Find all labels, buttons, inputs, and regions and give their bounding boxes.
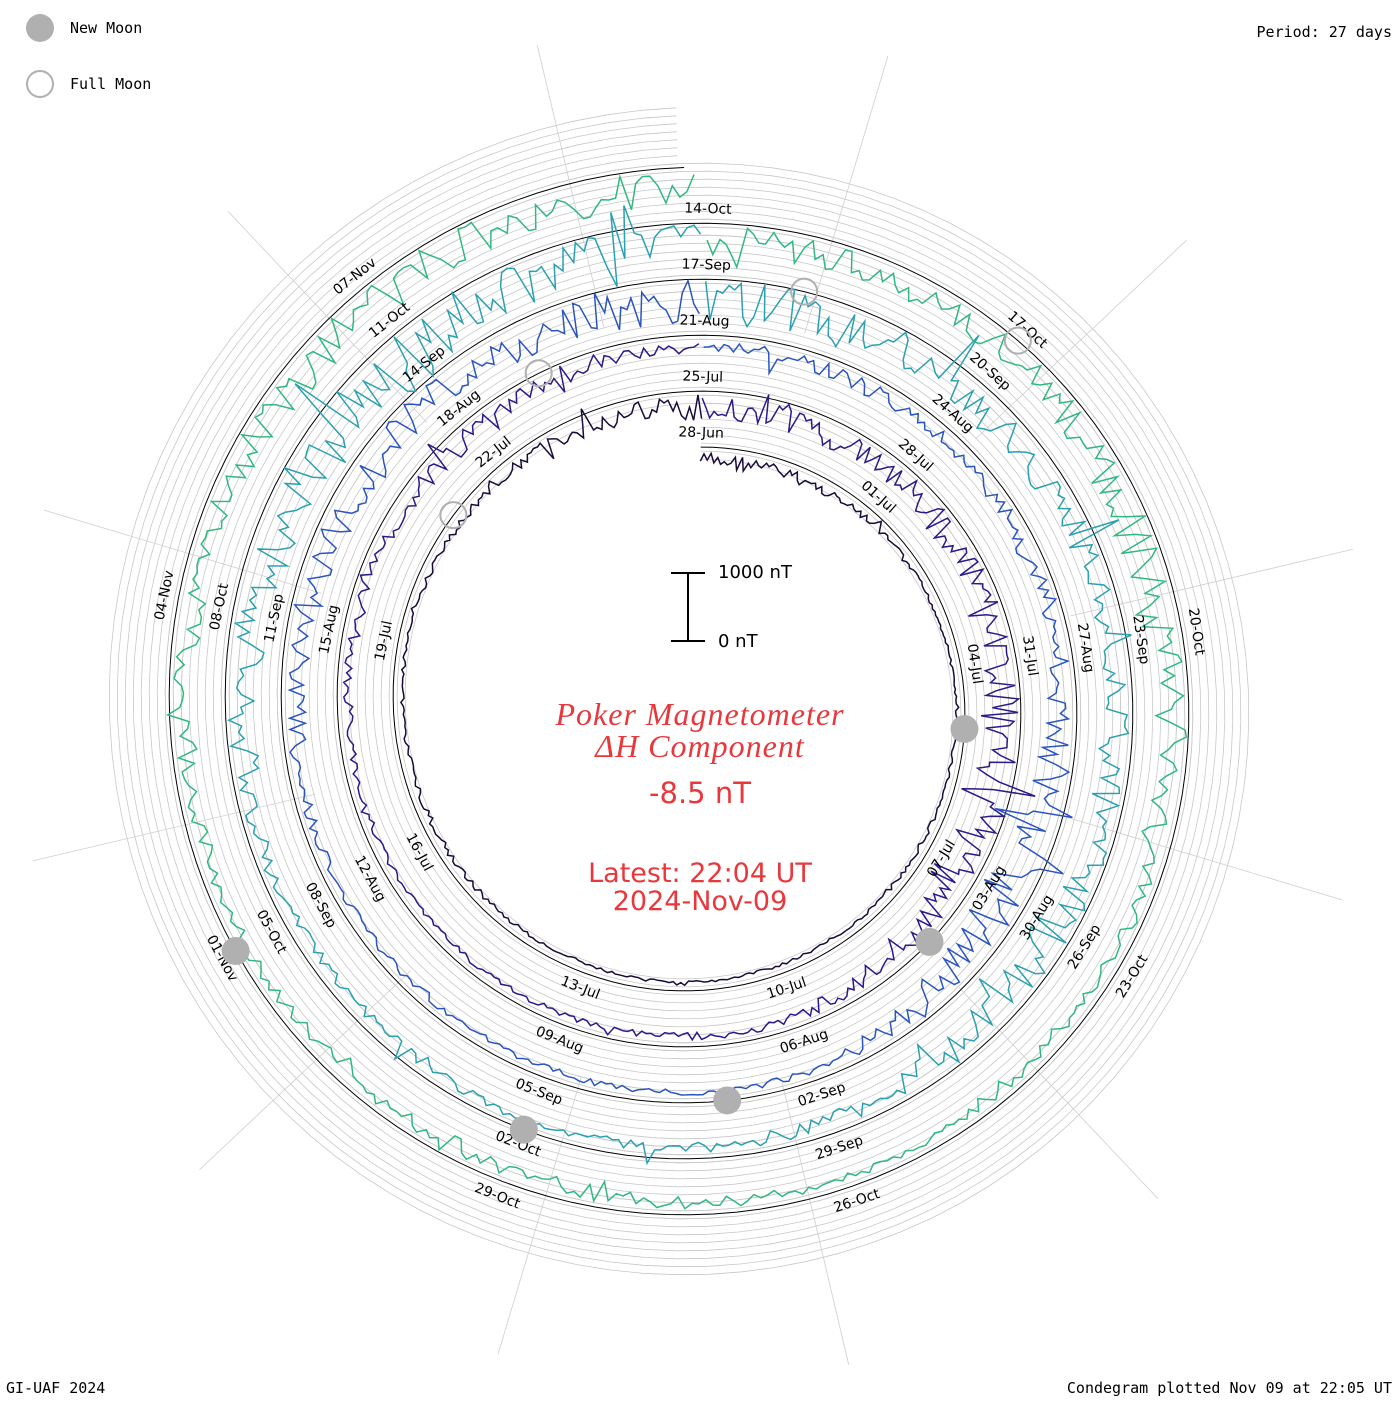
grid-spoke (199, 970, 411, 1171)
plotted-label: Condegram plotted Nov 09 at 22:05 UT (1066, 1379, 1392, 1397)
credit-label: GI-UAF 2024 (6, 1379, 106, 1397)
scale-bottom-label: 0 nT (718, 631, 758, 652)
date-label: 20-Sep (966, 350, 1014, 395)
grid-spoke (1064, 816, 1343, 901)
grid-spiral (140, 139, 1218, 1244)
date-label: 14-Oct (684, 201, 732, 218)
date-label: 17-Sep (681, 256, 731, 273)
date-label: 04-Nov (152, 569, 178, 621)
grid-spoke (43, 509, 322, 594)
dh-trace-turn-1 (399, 394, 960, 987)
grid-spiral (108, 107, 1250, 1276)
date-label: 21-Aug (679, 312, 729, 329)
grid-spiral (148, 147, 1210, 1236)
full-moon-marker (439, 501, 468, 530)
new-moon-marker (221, 937, 250, 966)
grid-spiral (132, 131, 1226, 1252)
date-label: 09-Aug (533, 1023, 585, 1056)
date-label: 19-Jul (372, 619, 396, 662)
new-moon-marker (915, 927, 944, 956)
grid-spoke (781, 1082, 850, 1365)
new-moon-icon (26, 14, 54, 42)
date-label: 07-Nov (330, 255, 379, 299)
legend-new-moon-label: New Moon (70, 19, 143, 37)
legend-full-moon: Full Moon (26, 67, 151, 101)
grid-spoke (227, 211, 428, 423)
date-label: 28-Jun (678, 424, 724, 441)
grid-spoke (33, 793, 316, 862)
chart-title: Poker Magnetometer (555, 696, 845, 732)
full-moon-marker (1003, 326, 1032, 355)
chart-subtitle: ΔH Component (595, 728, 805, 764)
grid-spiral (124, 123, 1234, 1260)
date-label: 08-Oct (207, 581, 232, 631)
grid-spoke (1070, 548, 1353, 617)
date-label: 11-Sep (262, 592, 288, 644)
dh-trace-turn-2 (342, 343, 1036, 1042)
latest-time: Latest: 22:04 UT (588, 858, 812, 889)
date-label: 05-Sep (513, 1076, 565, 1109)
current-value: -8.5 nT (649, 776, 751, 810)
dh-trace-turn-4 (227, 205, 1132, 1166)
date-label: 04-Jul (964, 643, 986, 685)
dh-trace-turn-5 (165, 173, 1188, 1210)
date-label: 27-Aug (1074, 622, 1097, 674)
latest-date: 2024-Nov-09 (612, 886, 788, 917)
date-label: 20-Oct (1185, 607, 1208, 657)
new-moon-marker (950, 714, 979, 743)
legend-new-moon: New Moon (26, 11, 142, 45)
full-moon-icon (26, 70, 54, 98)
grid-spoke (497, 1076, 582, 1355)
baseline-spiral (168, 167, 1190, 1216)
full-moon-marker (524, 359, 553, 388)
new-moon-marker (509, 1115, 538, 1144)
grid-spoke (975, 239, 1187, 440)
grid-spiral (156, 155, 1202, 1228)
date-label: 31-Jul (1019, 635, 1041, 677)
scale-top-label: 1000 nT (718, 562, 792, 583)
grid-spoke (804, 55, 889, 334)
date-label: 15-Aug (316, 603, 342, 655)
dh-trace-turn-3 (287, 278, 1073, 1096)
grid-spoke (958, 987, 1159, 1199)
date-label: 29-Oct (472, 1180, 522, 1213)
date-label: 10-Jul (765, 974, 809, 1002)
new-moon-marker (713, 1086, 742, 1115)
grid-spoke (536, 45, 605, 328)
period-label: Period: 27 days (1256, 23, 1392, 41)
date-label: 13-Jul (558, 973, 602, 1003)
full-moon-marker (790, 277, 819, 306)
date-label: 25-Jul (682, 369, 723, 386)
legend-full-moon-label: Full Moon (70, 75, 152, 93)
date-label: 23-Sep (1129, 614, 1152, 665)
grid-spiral (116, 115, 1242, 1268)
